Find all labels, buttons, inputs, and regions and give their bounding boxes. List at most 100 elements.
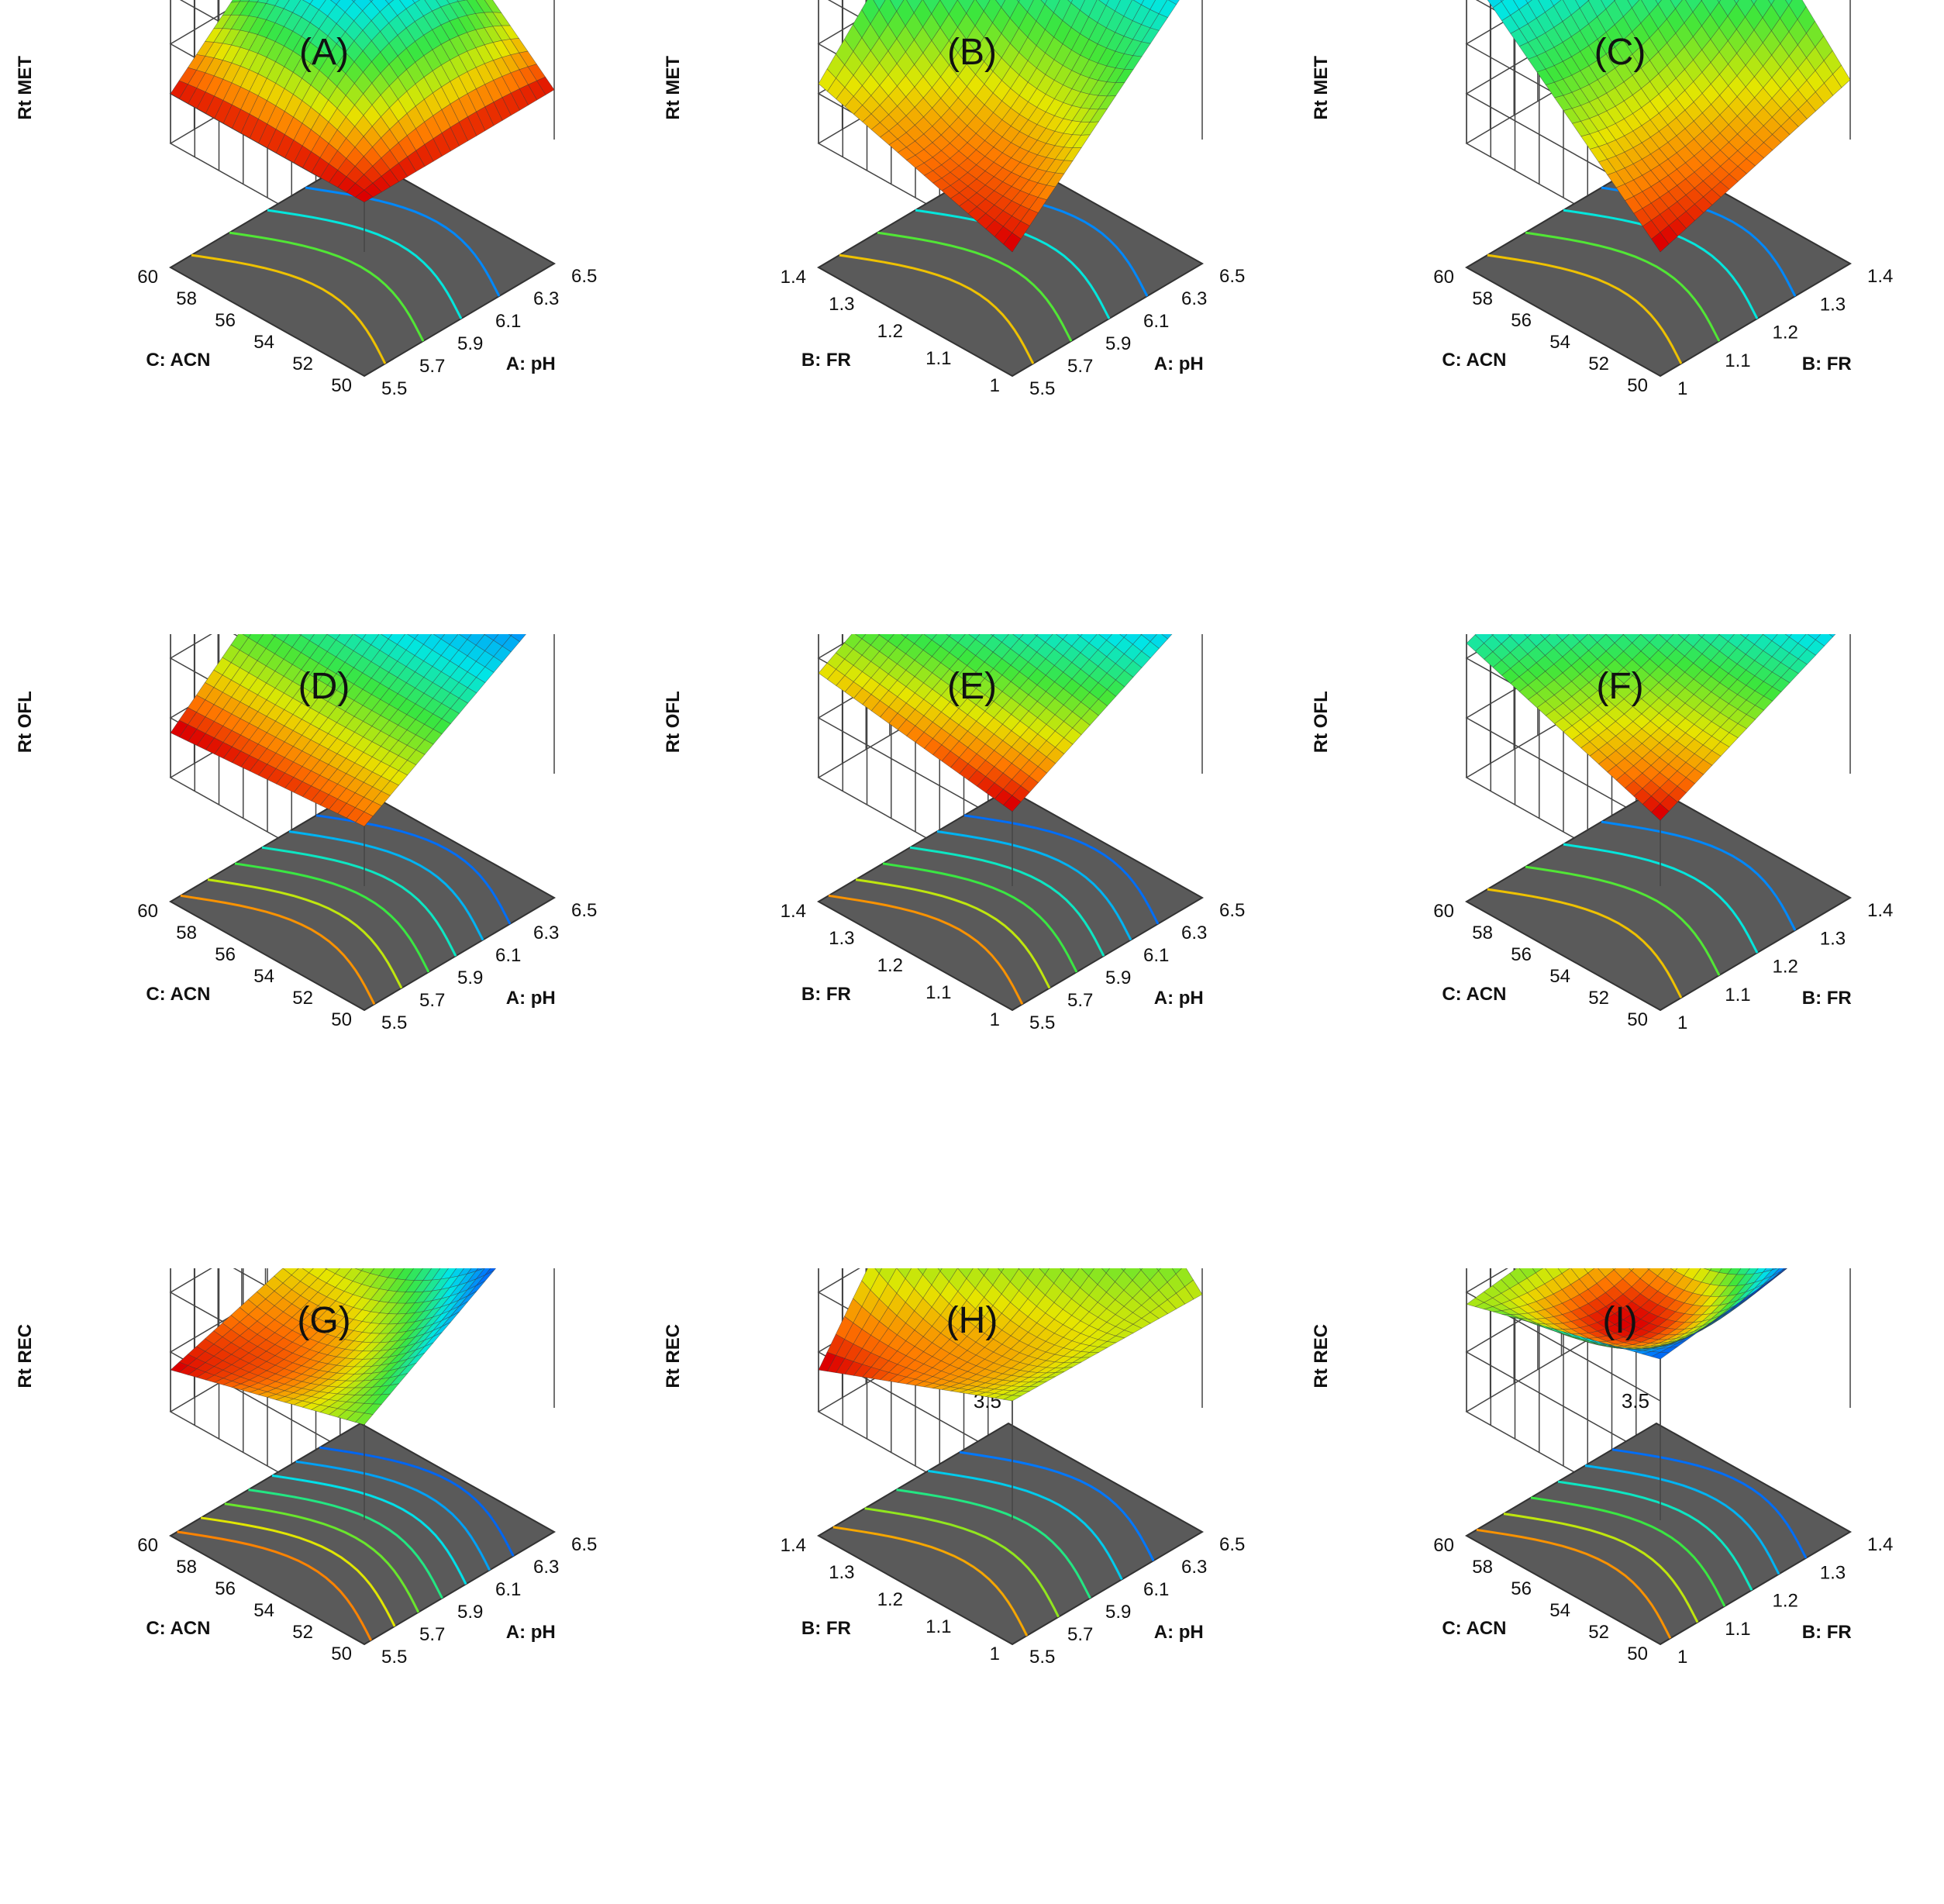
contour-line bbox=[877, 231, 1073, 342]
contour-line bbox=[1487, 254, 1683, 364]
x-tick-label: 1.2 bbox=[1773, 323, 1798, 343]
y-tick-label: 54 bbox=[253, 966, 274, 987]
surface-cell bbox=[1717, 0, 1722, 3]
surface-cell bbox=[355, 811, 374, 827]
x-tick-label: 6.5 bbox=[1219, 1534, 1245, 1555]
surface-cell bbox=[1139, 1268, 1143, 1271]
surface-panel: 0.911.11.21.31.41.5Rt MET5.55.75.96.16.3… bbox=[0, 0, 648, 634]
x-axis-label: A: pH bbox=[1154, 988, 1204, 1009]
y-tick-label: 58 bbox=[176, 288, 197, 309]
x-tick-label: 1.4 bbox=[1867, 266, 1893, 287]
y-tick-label: 60 bbox=[137, 267, 158, 288]
y-tick-label: 54 bbox=[253, 332, 274, 353]
contour-line bbox=[959, 1450, 1155, 1561]
y-tick-label: 52 bbox=[1588, 988, 1609, 1009]
x-tick-label: 6.3 bbox=[533, 923, 559, 943]
x-tick-label: 6.3 bbox=[533, 1557, 559, 1578]
contour-line bbox=[1525, 231, 1721, 342]
surface-cell bbox=[995, 0, 1006, 9]
y-tick-label: 54 bbox=[1549, 332, 1570, 353]
y-tick-label: 58 bbox=[176, 1557, 197, 1578]
z-axis-label: Rt OFL bbox=[663, 691, 684, 753]
x-axis-label: A: pH bbox=[506, 354, 556, 374]
x-tick-label: 5.5 bbox=[381, 1647, 407, 1668]
contour-lines bbox=[1476, 1448, 1808, 1639]
x-tick-label: 1.1 bbox=[1725, 1619, 1750, 1640]
z-axis-label: Rt MET bbox=[1311, 56, 1332, 120]
surface-panel: 1.21.41.61.822.2Rt OFL5.55.75.96.16.36.5… bbox=[0, 634, 648, 1268]
x-axis-label: B: FR bbox=[1802, 988, 1852, 1009]
contour-line bbox=[180, 894, 376, 1005]
z-axis-label: Rt REC bbox=[15, 1324, 36, 1388]
contour-line bbox=[909, 846, 1105, 957]
panel-label: (G) bbox=[297, 1300, 351, 1341]
contour-line bbox=[1611, 1448, 1808, 1559]
x-tick-label: 5.5 bbox=[1029, 1012, 1055, 1033]
surface-cell bbox=[1629, 1268, 1635, 1271]
response-surface bbox=[818, 1268, 1203, 1402]
x-tick-label: 6.1 bbox=[1143, 1579, 1169, 1600]
response-surface bbox=[1466, 634, 1836, 821]
contour-line bbox=[963, 814, 1160, 925]
response-surface bbox=[170, 1268, 497, 1426]
contour-line bbox=[1487, 888, 1683, 999]
panel-label: (A) bbox=[299, 32, 349, 73]
y-tick-label: 1.3 bbox=[829, 294, 854, 315]
contour-lines bbox=[828, 814, 1160, 1005]
y-tick-label: 60 bbox=[1433, 267, 1454, 288]
contour-line bbox=[832, 1526, 1029, 1637]
x-axis-label: B: FR bbox=[1802, 1622, 1852, 1643]
y-tick-label: 52 bbox=[1588, 354, 1609, 374]
surface-cell bbox=[1829, 634, 1836, 637]
x-tick-label: 5.9 bbox=[457, 1602, 483, 1623]
x-tick-label: 1.3 bbox=[1820, 294, 1846, 315]
z-axis-label: Rt OFL bbox=[15, 691, 36, 753]
contour-line bbox=[1530, 1496, 1726, 1607]
contour-line bbox=[319, 1446, 515, 1557]
contour-lines bbox=[832, 1450, 1155, 1637]
x-tick-label: 5.7 bbox=[419, 1624, 445, 1645]
x-tick-label: 5.7 bbox=[1067, 356, 1093, 377]
y-tick-label: 54 bbox=[1549, 1600, 1570, 1621]
x-tick-label: 6.1 bbox=[1143, 945, 1169, 966]
z-axis-label: Rt REC bbox=[663, 1324, 684, 1388]
surface-cell bbox=[1508, 634, 1513, 636]
surface-cell bbox=[1651, 803, 1670, 821]
contour-line bbox=[271, 1474, 467, 1585]
x-tick-label: 1 bbox=[1677, 378, 1687, 399]
y-tick-label: 52 bbox=[292, 988, 313, 1009]
y-tick-label: 60 bbox=[137, 901, 158, 922]
contour-lines bbox=[191, 186, 501, 364]
contour-line bbox=[1563, 209, 1759, 319]
y-tick-label: 50 bbox=[331, 1644, 352, 1664]
x-tick-label: 6.1 bbox=[1143, 311, 1169, 332]
contour-line bbox=[224, 1502, 420, 1613]
x-tick-label: 1.3 bbox=[1820, 1562, 1846, 1583]
y-tick-label: 1 bbox=[990, 1644, 1000, 1664]
x-tick-label: 1 bbox=[1677, 1012, 1687, 1033]
contour-line bbox=[267, 209, 463, 319]
x-tick-label: 5.9 bbox=[1105, 968, 1131, 988]
surface-cell bbox=[1060, 1268, 1065, 1271]
contour-line bbox=[896, 1488, 1091, 1599]
contour-line bbox=[1557, 1480, 1753, 1591]
z-axis-label: Rt REC bbox=[1311, 1324, 1332, 1388]
surface-cell bbox=[1077, 634, 1083, 637]
response-surface bbox=[1466, 1268, 1787, 1360]
surface-cell bbox=[998, 1268, 1005, 1273]
y-tick-label: 54 bbox=[253, 1600, 274, 1621]
y-tick-label: 1.4 bbox=[781, 901, 806, 922]
y-tick-label: 52 bbox=[292, 354, 313, 374]
contour-line bbox=[882, 862, 1078, 973]
surface-cell bbox=[1524, 634, 1532, 638]
surface-panel: 0.911.11.21.31.41.5Rt MET11.11.21.31.4B:… bbox=[1296, 0, 1944, 634]
panel-label: (C) bbox=[1594, 32, 1646, 73]
contour-line bbox=[928, 1469, 1123, 1581]
y-tick-label: 58 bbox=[1472, 1557, 1493, 1578]
y-tick-label: 50 bbox=[1627, 1009, 1648, 1030]
surface-cell bbox=[1003, 232, 1022, 253]
